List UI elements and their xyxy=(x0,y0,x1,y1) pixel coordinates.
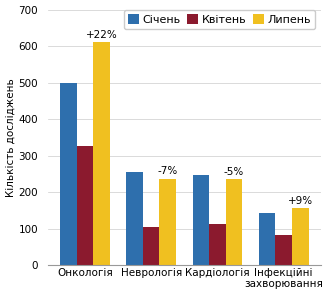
Bar xyxy=(275,235,292,265)
Bar xyxy=(160,178,176,265)
Bar xyxy=(193,175,209,265)
Bar xyxy=(143,227,160,265)
Bar xyxy=(292,209,308,265)
Bar xyxy=(60,83,77,265)
Bar xyxy=(226,179,242,265)
Bar xyxy=(77,146,93,265)
Text: -5%: -5% xyxy=(224,167,244,177)
Legend: Січень, Квітень, Липень: Січень, Квітень, Липень xyxy=(123,10,315,29)
Bar xyxy=(209,224,226,265)
Text: +22%: +22% xyxy=(86,30,118,40)
Bar xyxy=(259,213,275,265)
Bar xyxy=(126,172,143,265)
Text: -7%: -7% xyxy=(158,166,178,176)
Bar xyxy=(93,42,110,265)
Text: +9%: +9% xyxy=(288,196,313,206)
Y-axis label: Кількість досліджень: Кількість досліджень xyxy=(6,78,16,197)
